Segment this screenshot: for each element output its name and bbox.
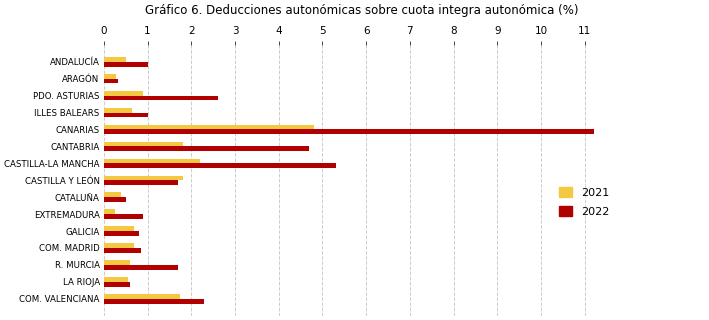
Bar [104, 226, 135, 231]
Bar [104, 142, 182, 147]
Bar [104, 260, 130, 265]
Bar [104, 159, 200, 163]
Bar [104, 163, 335, 168]
Bar [104, 248, 141, 253]
Bar [104, 147, 309, 151]
Bar [104, 96, 218, 100]
Bar [104, 231, 139, 236]
Bar [104, 79, 118, 84]
Bar [104, 113, 147, 117]
Bar [104, 74, 116, 79]
Bar [104, 265, 178, 270]
Title: Gráfico 6. Deducciones autonómicas sobre cuota integra autonómica (%): Gráfico 6. Deducciones autonómicas sobre… [145, 4, 579, 17]
Bar [104, 299, 204, 303]
Bar [104, 197, 125, 202]
Bar [104, 209, 115, 214]
Bar [104, 282, 130, 287]
Bar [104, 91, 143, 96]
Legend: 2021, 2022: 2021, 2022 [554, 182, 614, 222]
Bar [104, 108, 133, 113]
Bar [104, 294, 180, 299]
Bar [104, 57, 125, 62]
Bar [104, 243, 135, 248]
Bar [104, 214, 143, 219]
Bar [104, 192, 121, 197]
Bar [104, 277, 128, 282]
Bar [104, 130, 593, 134]
Bar [104, 176, 182, 180]
Bar [104, 62, 147, 67]
Bar [104, 125, 313, 130]
Bar [104, 180, 178, 185]
